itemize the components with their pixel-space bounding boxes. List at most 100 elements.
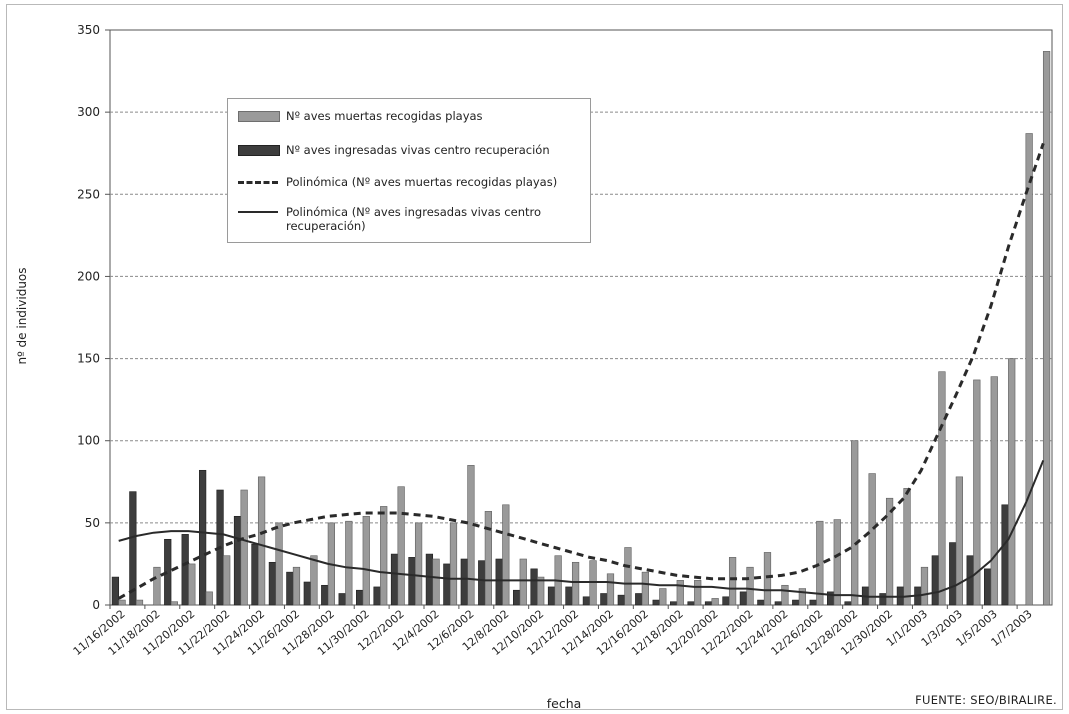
bar-alive (251, 543, 259, 606)
bar-alive (757, 599, 765, 606)
bar-alive (268, 561, 277, 606)
y-tick-label: 0 (92, 598, 100, 612)
bar-dead (519, 558, 527, 606)
bar-dead (938, 371, 946, 606)
bar-dead (781, 584, 789, 606)
bar-dead (240, 489, 248, 606)
bar-dead (885, 497, 894, 606)
legend-item-trend-alive: Polinómica (Nº aves ingresadas vivas cen… (228, 205, 586, 233)
bar-dead (345, 520, 353, 606)
bar-alive (966, 555, 974, 606)
bar-dead (798, 588, 806, 606)
y-tick-label: 100 (77, 434, 100, 448)
bar-dead (1042, 51, 1051, 606)
bar-dead (223, 555, 231, 606)
bar-alive (774, 601, 782, 606)
x-axis-label: fecha (546, 696, 582, 711)
bar-alive (233, 515, 242, 606)
legend: Nº aves muertas recogidas playas Nº aves… (227, 98, 591, 243)
bar-dead (414, 522, 423, 606)
trend-lines (117, 142, 1045, 600)
bar-dead (868, 473, 876, 606)
bar-dead (728, 557, 737, 606)
trend-line-dead (117, 142, 1045, 600)
bar-alive (984, 568, 992, 606)
bar-dead (694, 580, 702, 606)
bar-alive (635, 593, 643, 606)
bar-dead (624, 547, 632, 606)
bar-dead (467, 465, 475, 606)
y-tick-label: 300 (77, 105, 100, 119)
bar-dead (205, 591, 213, 606)
legend-dashed-line (236, 175, 280, 189)
y-tick-label: 200 (77, 269, 100, 283)
bar-alive (373, 586, 381, 606)
legend-label-alive: Nº aves ingresadas vivas centro recupera… (286, 143, 550, 157)
bar-alive (879, 593, 887, 606)
bar-alive (129, 491, 137, 606)
bar-dead (973, 379, 981, 606)
bar-alive (478, 560, 486, 606)
legend-swatch-dead (236, 109, 280, 123)
bar-alive (739, 591, 748, 606)
bar-alive (321, 584, 329, 606)
bar-dead (641, 571, 649, 606)
bar-dead (537, 576, 545, 606)
bar-alive (513, 589, 521, 606)
bar-alive (460, 558, 468, 606)
bar-alive (547, 586, 556, 606)
axes (105, 29, 1018, 609)
bar-alive (687, 601, 695, 606)
bar-alive (495, 558, 503, 606)
bar-dead (275, 522, 283, 606)
bar-dead (833, 519, 841, 606)
y-axis-label: nº de individuos (15, 267, 29, 365)
bar-alive (1001, 504, 1009, 606)
bar-dead (432, 558, 440, 606)
legend-swatch-alive (236, 143, 280, 157)
bar-alive (443, 563, 451, 606)
bar-dead (903, 488, 911, 606)
bar-dead (816, 520, 824, 606)
bar-alive (652, 599, 660, 606)
legend-label-trend-dead: Polinómica (Nº aves muertas recogidas pl… (286, 175, 558, 189)
bar-dead (257, 476, 266, 606)
bar-alive (844, 601, 852, 606)
bar-alive (338, 593, 346, 606)
legend-item-dead: Nº aves muertas recogidas playas (228, 109, 586, 123)
bar-dead (502, 504, 510, 606)
y-tick-label: 350 (77, 23, 100, 37)
bar-alive (565, 586, 573, 606)
bar-alive (530, 568, 538, 606)
bar-alive (408, 557, 416, 606)
bar-alive (931, 555, 939, 606)
bar-dead (676, 580, 684, 606)
bars-group (111, 51, 1051, 606)
bar-dead (118, 599, 126, 606)
bar-dead (362, 515, 370, 606)
bar-alive (670, 601, 678, 606)
bar-dead (449, 522, 458, 606)
bar-alive (111, 576, 120, 606)
source-note: FUENTE: SEO/BIRALIRE. (915, 693, 1057, 707)
bar-dead (292, 566, 301, 606)
bar-alive (600, 593, 608, 606)
bar-dead (606, 573, 615, 606)
bar-dead (310, 555, 318, 606)
bar-dead (1008, 358, 1016, 606)
bar-dead (170, 601, 178, 606)
bar-alive (722, 596, 730, 606)
bar-dead (571, 561, 580, 606)
bar-dead (1025, 133, 1033, 606)
bar-dead (851, 440, 859, 606)
bar-dead (397, 486, 405, 606)
bar-alive (181, 534, 189, 606)
bar-dead (920, 566, 929, 606)
x-tick-labels: 11/16/200211/18/200211/20/200211/22/2002… (71, 607, 1035, 658)
bar-dead (990, 376, 998, 606)
legend-label-trend-alive: Polinómica (Nº aves ingresadas vivas cen… (286, 205, 542, 233)
bar-alive (949, 542, 957, 606)
trend-line-alive (118, 460, 1045, 598)
bar-dead (135, 599, 144, 606)
bar-alive (425, 553, 434, 606)
